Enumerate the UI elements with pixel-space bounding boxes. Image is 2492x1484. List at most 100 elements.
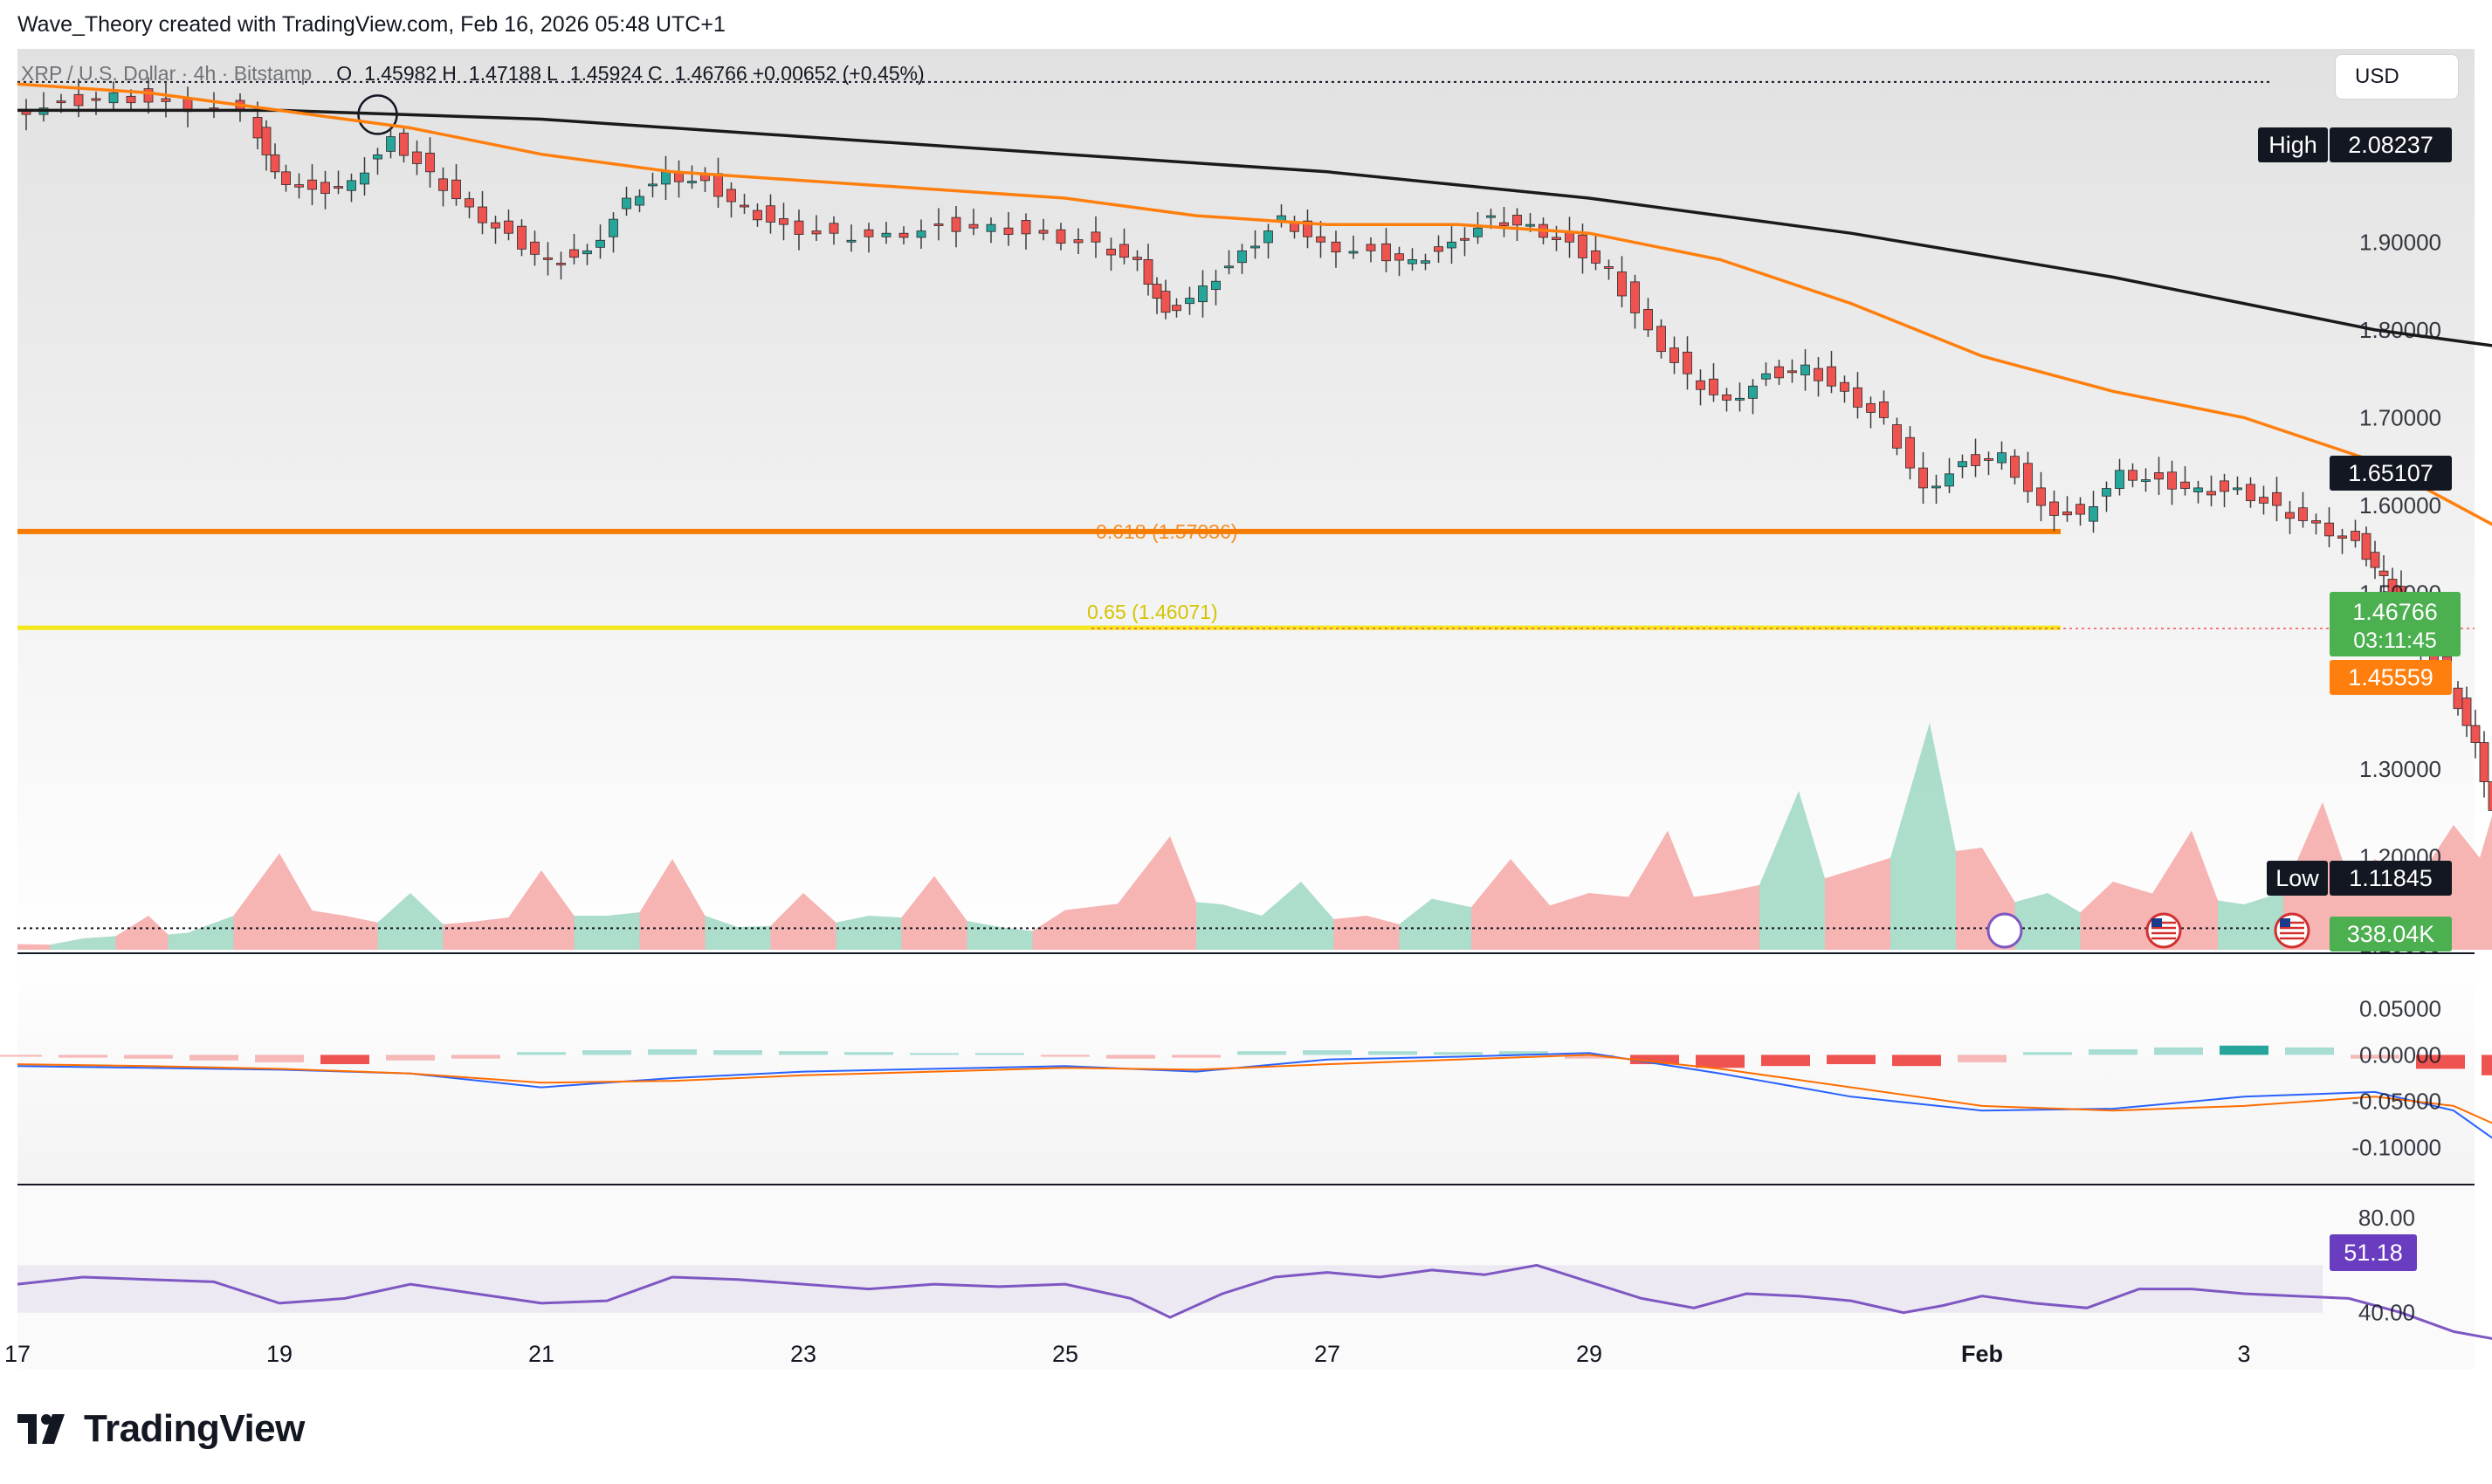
candle-body	[2298, 507, 2308, 521]
candles	[21, 77, 2492, 811]
candle-body	[412, 151, 422, 164]
candle-body	[2049, 501, 2059, 516]
volume-area	[1930, 723, 1956, 950]
rsi-indicator	[17, 1263, 2492, 1340]
macd-histogram-bar	[582, 1050, 631, 1055]
candle-body	[2141, 479, 2151, 482]
candle-body	[1748, 385, 1758, 399]
legend-field: XRP / U.S. Dollar · 4h · Bitstamp	[21, 62, 312, 85]
candle-body	[517, 225, 527, 250]
macd-axis-tick: -0.10000	[2351, 1135, 2441, 1161]
currency-button[interactable]: USD	[2335, 54, 2459, 100]
ai-event-icon	[1986, 912, 2023, 949]
candle-body	[320, 182, 330, 195]
volume-area	[541, 870, 575, 950]
volume-area	[1851, 857, 1890, 950]
candle-body	[1866, 402, 1876, 413]
candle-body	[1408, 258, 1417, 265]
candle-body	[1512, 215, 1522, 226]
candle-body	[1143, 258, 1153, 285]
rsi-line	[17, 1263, 2492, 1340]
ema-value-bg	[2330, 660, 2452, 695]
macd-histogram-bar	[713, 1050, 762, 1055]
tradingview-logo[interactable]: TradingView	[17, 1407, 305, 1451]
macd-pane-bg	[17, 955, 2475, 1184]
candle-body	[1643, 308, 1653, 331]
candle-body	[1263, 230, 1273, 244]
candle-body	[1853, 387, 1862, 408]
macd-histogram-bar	[0, 1055, 42, 1057]
macd-indicator	[0, 1045, 2492, 1139]
candle-body	[2233, 487, 2242, 491]
chart-attribution: Wave_Theory created with TradingView.com…	[17, 12, 726, 37]
candle-body	[425, 152, 435, 173]
candle-body	[1172, 305, 1181, 312]
price-axis-tick: 1.30000	[2359, 756, 2441, 782]
volume-area	[1511, 859, 1550, 950]
candle-body	[126, 95, 136, 104]
candle-body	[2470, 725, 2481, 744]
volume-area	[312, 910, 345, 950]
volume-area	[705, 916, 738, 950]
candle-body	[1185, 298, 1194, 305]
macd-axis-tick: -0.05000	[2351, 1089, 2441, 1115]
candle-body	[270, 154, 280, 173]
candle-body	[595, 239, 605, 248]
legend-field: +0.00652 (+0.45%)	[753, 62, 925, 85]
macd-histogram-bar	[2482, 1055, 2492, 1075]
candle-body	[1565, 232, 1574, 243]
candle-body	[451, 179, 461, 200]
volume-area	[1720, 884, 1759, 950]
volume-area	[233, 853, 279, 950]
candle-body	[360, 172, 369, 185]
candle-body	[465, 198, 474, 208]
candle-body	[1198, 285, 1208, 303]
candle-body	[2337, 535, 2347, 539]
macd-histogram-bar	[2351, 1055, 2399, 1059]
macd-histogram-bar	[910, 1053, 959, 1055]
ema-line	[17, 82, 2492, 526]
candle-body	[2036, 487, 2046, 506]
high-label-bg	[2258, 127, 2328, 162]
volume-area	[2480, 815, 2492, 950]
candle-body	[530, 241, 540, 255]
macd-histogram-bar	[1892, 1055, 1941, 1067]
candle-body	[1656, 326, 1666, 353]
macd-histogram-bar	[124, 1055, 173, 1059]
volume-area	[1399, 898, 1432, 950]
candle-body	[1348, 251, 1359, 254]
volume-area	[1222, 904, 1262, 950]
macd-line	[17, 1052, 2492, 1139]
candle-body	[2285, 512, 2295, 519]
volume-area	[377, 893, 410, 950]
macd-histogram-bar	[386, 1055, 435, 1061]
macd-histogram-bar	[451, 1055, 500, 1059]
candle-body	[1303, 220, 1312, 237]
candle-body	[91, 98, 101, 101]
volume-area	[2048, 893, 2081, 950]
volume-area	[2218, 900, 2244, 950]
candle-body	[1237, 250, 1247, 264]
time-axis-label: 19	[266, 1341, 293, 1367]
macd-histogram-bar	[59, 1055, 107, 1058]
candle-body	[726, 189, 736, 203]
candle-body	[2062, 512, 2072, 516]
candle-body	[1879, 401, 1889, 418]
candle-body	[1460, 237, 1470, 241]
volume-area	[738, 925, 771, 950]
candle-body	[1722, 394, 1731, 401]
macd-histogram-bar	[517, 1052, 566, 1055]
overlay-lines: 0.382 (2.09068)0.618 (1.57036)0.65 (1.46…	[17, 80, 2475, 930]
candle-body	[2259, 497, 2268, 504]
candle-body	[1473, 227, 1483, 237]
time-axis-label: 3	[2237, 1341, 2250, 1367]
volume-area	[1694, 893, 1720, 950]
volume-area	[410, 893, 444, 950]
candle-body	[2479, 742, 2489, 782]
ma200-line	[17, 108, 2492, 347]
volume-area	[1956, 848, 1982, 950]
volume-area	[901, 876, 934, 950]
candle-body	[1709, 378, 1718, 395]
candle-body	[2023, 463, 2033, 492]
